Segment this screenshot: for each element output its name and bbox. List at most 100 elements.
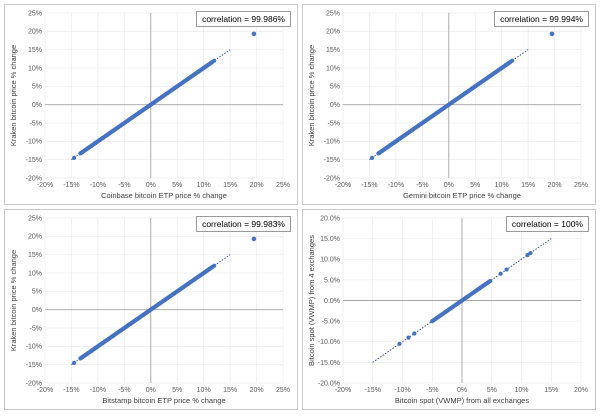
x-axis-title: Coinbase bitcoin ETP price % change	[101, 191, 227, 200]
x-tick-label: 20%	[250, 387, 264, 394]
x-tick-label: 0%	[444, 182, 454, 189]
scatter-point	[71, 155, 77, 160]
y-tick-label: 0%	[32, 307, 42, 314]
y-tick-label: 0%	[32, 102, 42, 109]
scatter-point	[89, 143, 94, 148]
y-axis-title: Bitcoin spot (VWMP) from 4 exchanges	[307, 235, 316, 366]
chart-panel-vwmp: -20% -15% -10% -5% 0% 5% 10% 15% 20% -20.0% -15.0%…	[302, 209, 596, 410]
x-tick-label: 15%	[544, 387, 558, 394]
scatter-point-outlier	[251, 236, 257, 242]
x-tick-label: 5%	[470, 182, 480, 189]
x-axis-title: Bitcoin spot (VWMP) from all exchanges	[395, 396, 529, 405]
x-tick-label: -15%	[63, 387, 79, 394]
x-tick-label: -15%	[63, 182, 79, 189]
y-tick-label: 0%	[330, 102, 340, 109]
chart-panel-gemini: -20% -15% -10% -5% 0% 5% 10% 15% 20% 25% -20% -15% -…	[302, 4, 596, 205]
x-tick-label: 15%	[223, 182, 237, 189]
scatter-point	[100, 341, 105, 346]
x-tick-label: 5%	[487, 387, 497, 394]
y-tick-label: -15%	[26, 362, 42, 369]
y-tick-label: 0.0%	[324, 298, 340, 305]
scatter-point	[71, 360, 77, 365]
scatter-point	[488, 278, 493, 284]
scatter-chart-bitstamp: -20% -15% -10% -5% 0% 5% 10% 15% 20% 25% -20% -15% -…	[9, 215, 290, 405]
x-tick-label: 15%	[223, 387, 237, 394]
y-tick-label: 15%	[28, 47, 42, 54]
y-tick-label: -20%	[324, 175, 340, 182]
x-tick-label: 25%	[276, 387, 290, 394]
scatter-point	[398, 136, 403, 141]
y-tick-label: 25%	[28, 10, 42, 17]
x-tick-label: 10%	[197, 387, 211, 394]
x-tick-label: -5%	[118, 182, 130, 189]
scatter-point	[510, 58, 515, 63]
scatter-point	[397, 341, 402, 346]
x-tick-label: 10%	[514, 387, 528, 394]
scatter-point	[387, 143, 392, 148]
correlation-label: correlation = 99.986%	[196, 11, 291, 27]
scatter-point	[383, 146, 388, 151]
y-tick-label: -5%	[328, 120, 340, 127]
x-tick-label: 25%	[574, 182, 588, 189]
y-tick-label: -10%	[26, 139, 42, 146]
x-tick-label: -20%	[37, 182, 53, 189]
x-tick-label: 5%	[172, 182, 182, 189]
x-tick-label: 0%	[146, 387, 156, 394]
y-tick-label: 15%	[326, 47, 340, 54]
y-axis-title: Kraken bitcoin price % change	[9, 45, 18, 146]
scatter-point	[85, 146, 90, 151]
scatter-point	[525, 253, 530, 258]
y-tick-label: 15%	[28, 252, 42, 259]
scatter-point	[504, 267, 509, 272]
scatter-point	[369, 155, 375, 160]
x-axis-title: Bitstamp bitcoin ETP price % change	[102, 396, 225, 405]
scatter-point	[100, 136, 105, 141]
y-tick-label: 5%	[32, 84, 42, 91]
scatter-chart-coinbase: -20% -15% -10% -5% 0% 5% 10% 15% 20% 25% -20% -15% -…	[9, 10, 290, 200]
x-tick-label: 10%	[495, 182, 509, 189]
x-tick-label: -15%	[365, 387, 381, 394]
y-tick-label: 5%	[330, 84, 340, 91]
y-tick-label: -15%	[324, 157, 340, 164]
x-tick-label: 20%	[548, 182, 562, 189]
x-tick-label: -20%	[37, 387, 53, 394]
y-tick-label: 10%	[326, 65, 340, 72]
scatter-chart-gemini: -20% -15% -10% -5% 0% 5% 10% 15% 20% 25% -20% -15% -…	[307, 10, 588, 200]
x-tick-label: 0%	[146, 182, 156, 189]
y-tick-label: -20.0%	[318, 380, 340, 387]
x-axis-title: Gemini bitcoin ETP price % change	[403, 191, 521, 200]
correlation-label: correlation = 100%	[505, 216, 589, 232]
scatter-point	[378, 149, 383, 155]
y-axis-title: Kraken bitcoin price % change	[307, 45, 316, 146]
x-tick-label: -15%	[361, 182, 377, 189]
y-tick-label: 15.0%	[320, 236, 340, 243]
y-tick-label: -5.0%	[322, 319, 340, 326]
x-tick-label: -5%	[416, 182, 428, 189]
scatter-point-outlier	[251, 31, 257, 37]
y-tick-label: 20%	[326, 29, 340, 36]
x-tick-label: 20%	[574, 387, 588, 394]
x-tick-label: -10%	[388, 182, 404, 189]
y-tick-label: 10%	[28, 65, 42, 72]
y-tick-label: 25%	[28, 215, 42, 222]
scatter-point	[212, 263, 217, 268]
x-tick-label: 20%	[250, 182, 264, 189]
y-tick-label: 10%	[28, 270, 42, 277]
chart-panel-coinbase: -20% -15% -10% -5% 0% 5% 10% 15% 20% 25% -20% -15% -…	[4, 4, 298, 205]
x-tick-label: -5%	[426, 387, 438, 394]
y-tick-label: 5.0%	[324, 277, 340, 284]
scatter-point	[430, 319, 435, 324]
scatter-point	[528, 250, 533, 256]
y-tick-label: -10%	[324, 139, 340, 146]
y-tick-label: -10%	[26, 344, 42, 351]
scatter-point	[80, 354, 85, 360]
y-tick-label: -20%	[26, 175, 42, 182]
x-tick-label: -20%	[335, 182, 351, 189]
x-tick-label: -10%	[90, 182, 106, 189]
x-tick-label: -10%	[90, 387, 106, 394]
x-tick-label: 25%	[276, 182, 290, 189]
y-tick-label: 20%	[28, 29, 42, 36]
correlation-label: correlation = 99.994%	[494, 11, 589, 27]
y-tick-label: 25%	[326, 10, 340, 17]
scatter-point-outlier	[549, 31, 555, 37]
